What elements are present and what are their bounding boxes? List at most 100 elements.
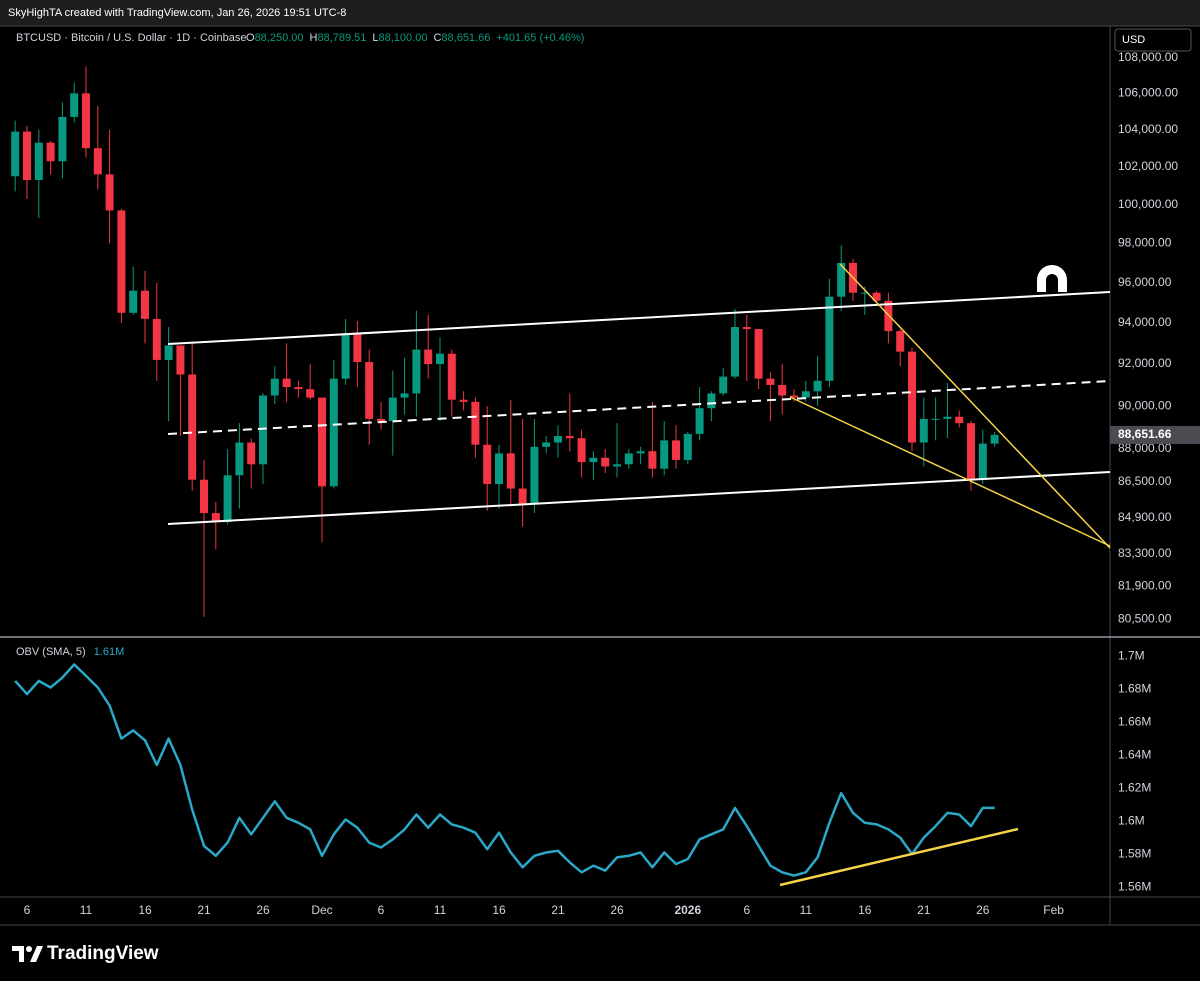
candle-body (294, 387, 303, 390)
x-tick-label: 6 (24, 903, 31, 917)
candle-body (943, 416, 952, 419)
logo (12, 946, 43, 962)
ohlc-key: C (433, 32, 441, 44)
candle-body (636, 451, 645, 454)
candle-body (766, 378, 775, 385)
obv-trend-line (779, 827, 1019, 887)
candle-body (329, 378, 338, 487)
x-tick-label: 21 (551, 903, 565, 917)
x-tick-label: 21 (917, 903, 931, 917)
candle-body (247, 442, 256, 465)
candle-body (377, 418, 385, 422)
candle-body (931, 418, 940, 420)
currency-button[interactable] (1114, 28, 1192, 52)
candle-body (542, 442, 551, 447)
x-tick-label: Dec (311, 903, 332, 917)
x-tick-label: 11 (800, 903, 813, 917)
candle-body (731, 327, 739, 377)
candle-body (967, 423, 975, 480)
y-tick-label: 100,000.00 (1118, 197, 1178, 211)
candle-body (719, 376, 728, 394)
y-tick-label: 81,900.00 (1118, 579, 1172, 593)
attribution: SkyHighTA created with TradingView.com, … (8, 7, 346, 19)
ohlc-key: L (372, 32, 378, 44)
candle-body (235, 442, 244, 476)
candle-body (778, 384, 787, 396)
candle-body (707, 393, 716, 409)
y-tick-label: 1.58M (1118, 846, 1151, 860)
obv-name: OBV (SMA, 5) (16, 646, 86, 658)
candle-body (683, 433, 692, 460)
ohlc-value: 88,100.00 (379, 32, 428, 44)
y-tick-label: 83,300.00 (1118, 546, 1172, 560)
candle-body (424, 349, 433, 365)
candle-body (990, 434, 999, 444)
y-tick-label: 86,500.00 (1118, 474, 1172, 488)
candle-body (365, 361, 374, 419)
candle-body (695, 408, 704, 434)
header-bar (0, 0, 1200, 26)
x-tick-label: 6 (743, 903, 750, 917)
y-tick-label: 84,900.00 (1118, 510, 1172, 524)
candle-body (270, 378, 279, 396)
candle-body (837, 262, 846, 297)
y-tick-label: 102,000.00 (1118, 159, 1178, 173)
y-tick-label: 98,000.00 (1118, 235, 1172, 249)
x-tick-label: 26 (976, 903, 990, 917)
candle-body (530, 446, 539, 505)
ohlc-value: 88,651.66 (441, 32, 490, 44)
y-tick-label: 90,000.00 (1118, 398, 1172, 412)
y-tick-label: 108,000.00 (1118, 50, 1178, 64)
candle-body (648, 451, 657, 469)
candle-body (318, 397, 326, 487)
obv-title: OBV (SMA, 5) 1.61M (16, 646, 124, 658)
candle-body (259, 395, 267, 465)
logo-mark (12, 946, 24, 962)
candle-body (46, 142, 55, 162)
candle-body (82, 93, 90, 149)
x-tick-label: 11 (434, 903, 447, 917)
candle-body (70, 93, 79, 117)
last-price-label: 88,651.66 (1118, 427, 1172, 441)
candle-body (919, 418, 928, 443)
candle-body (58, 116, 67, 162)
candle-body (518, 488, 527, 505)
obv-line (14, 663, 995, 877)
x-tick-label: 16 (858, 903, 872, 917)
ohlc-key: O (246, 32, 255, 44)
x-tick-label: 16 (492, 903, 506, 917)
ohlc-value: 88,250.00 (255, 32, 304, 44)
y-tick-label: 88,000.00 (1118, 441, 1172, 455)
magnet-icon (1037, 265, 1067, 292)
candle-body (282, 378, 291, 388)
logo-mark (26, 946, 32, 952)
logo-mark (30, 946, 43, 962)
candle-body (896, 331, 905, 352)
candle-body (34, 142, 43, 181)
y-tick-label: 106,000.00 (1118, 85, 1178, 99)
candle-body (211, 513, 220, 523)
candle-body (436, 353, 444, 365)
symbol-title: BTCUSD · Bitcoin / U.S. Dollar · 1D · Co… (16, 32, 246, 44)
last-price-box (1110, 425, 1200, 444)
x-tick-label: 26 (256, 903, 270, 917)
candle-body (955, 416, 964, 424)
candle-body (176, 345, 185, 375)
x-tick-label: 16 (138, 903, 152, 917)
ohlc-value: +401.65 (+0.46%) (496, 32, 584, 44)
candle-body (672, 440, 680, 460)
candle-body (223, 475, 232, 523)
candle-body (754, 329, 763, 379)
x-tick-label: 6 (378, 903, 385, 917)
candle-body (188, 374, 197, 480)
candle-body (565, 436, 574, 439)
obv-value: 1.61M (94, 646, 125, 658)
currency[interactable]: USD (1122, 34, 1145, 46)
candle-body (742, 327, 751, 330)
candle-body (660, 440, 669, 469)
candle-body (495, 453, 503, 485)
y-tick-label: 1.66M (1118, 714, 1151, 728)
candle-body (341, 333, 350, 379)
candle-body (813, 380, 822, 392)
brand: TradingView (47, 943, 159, 964)
